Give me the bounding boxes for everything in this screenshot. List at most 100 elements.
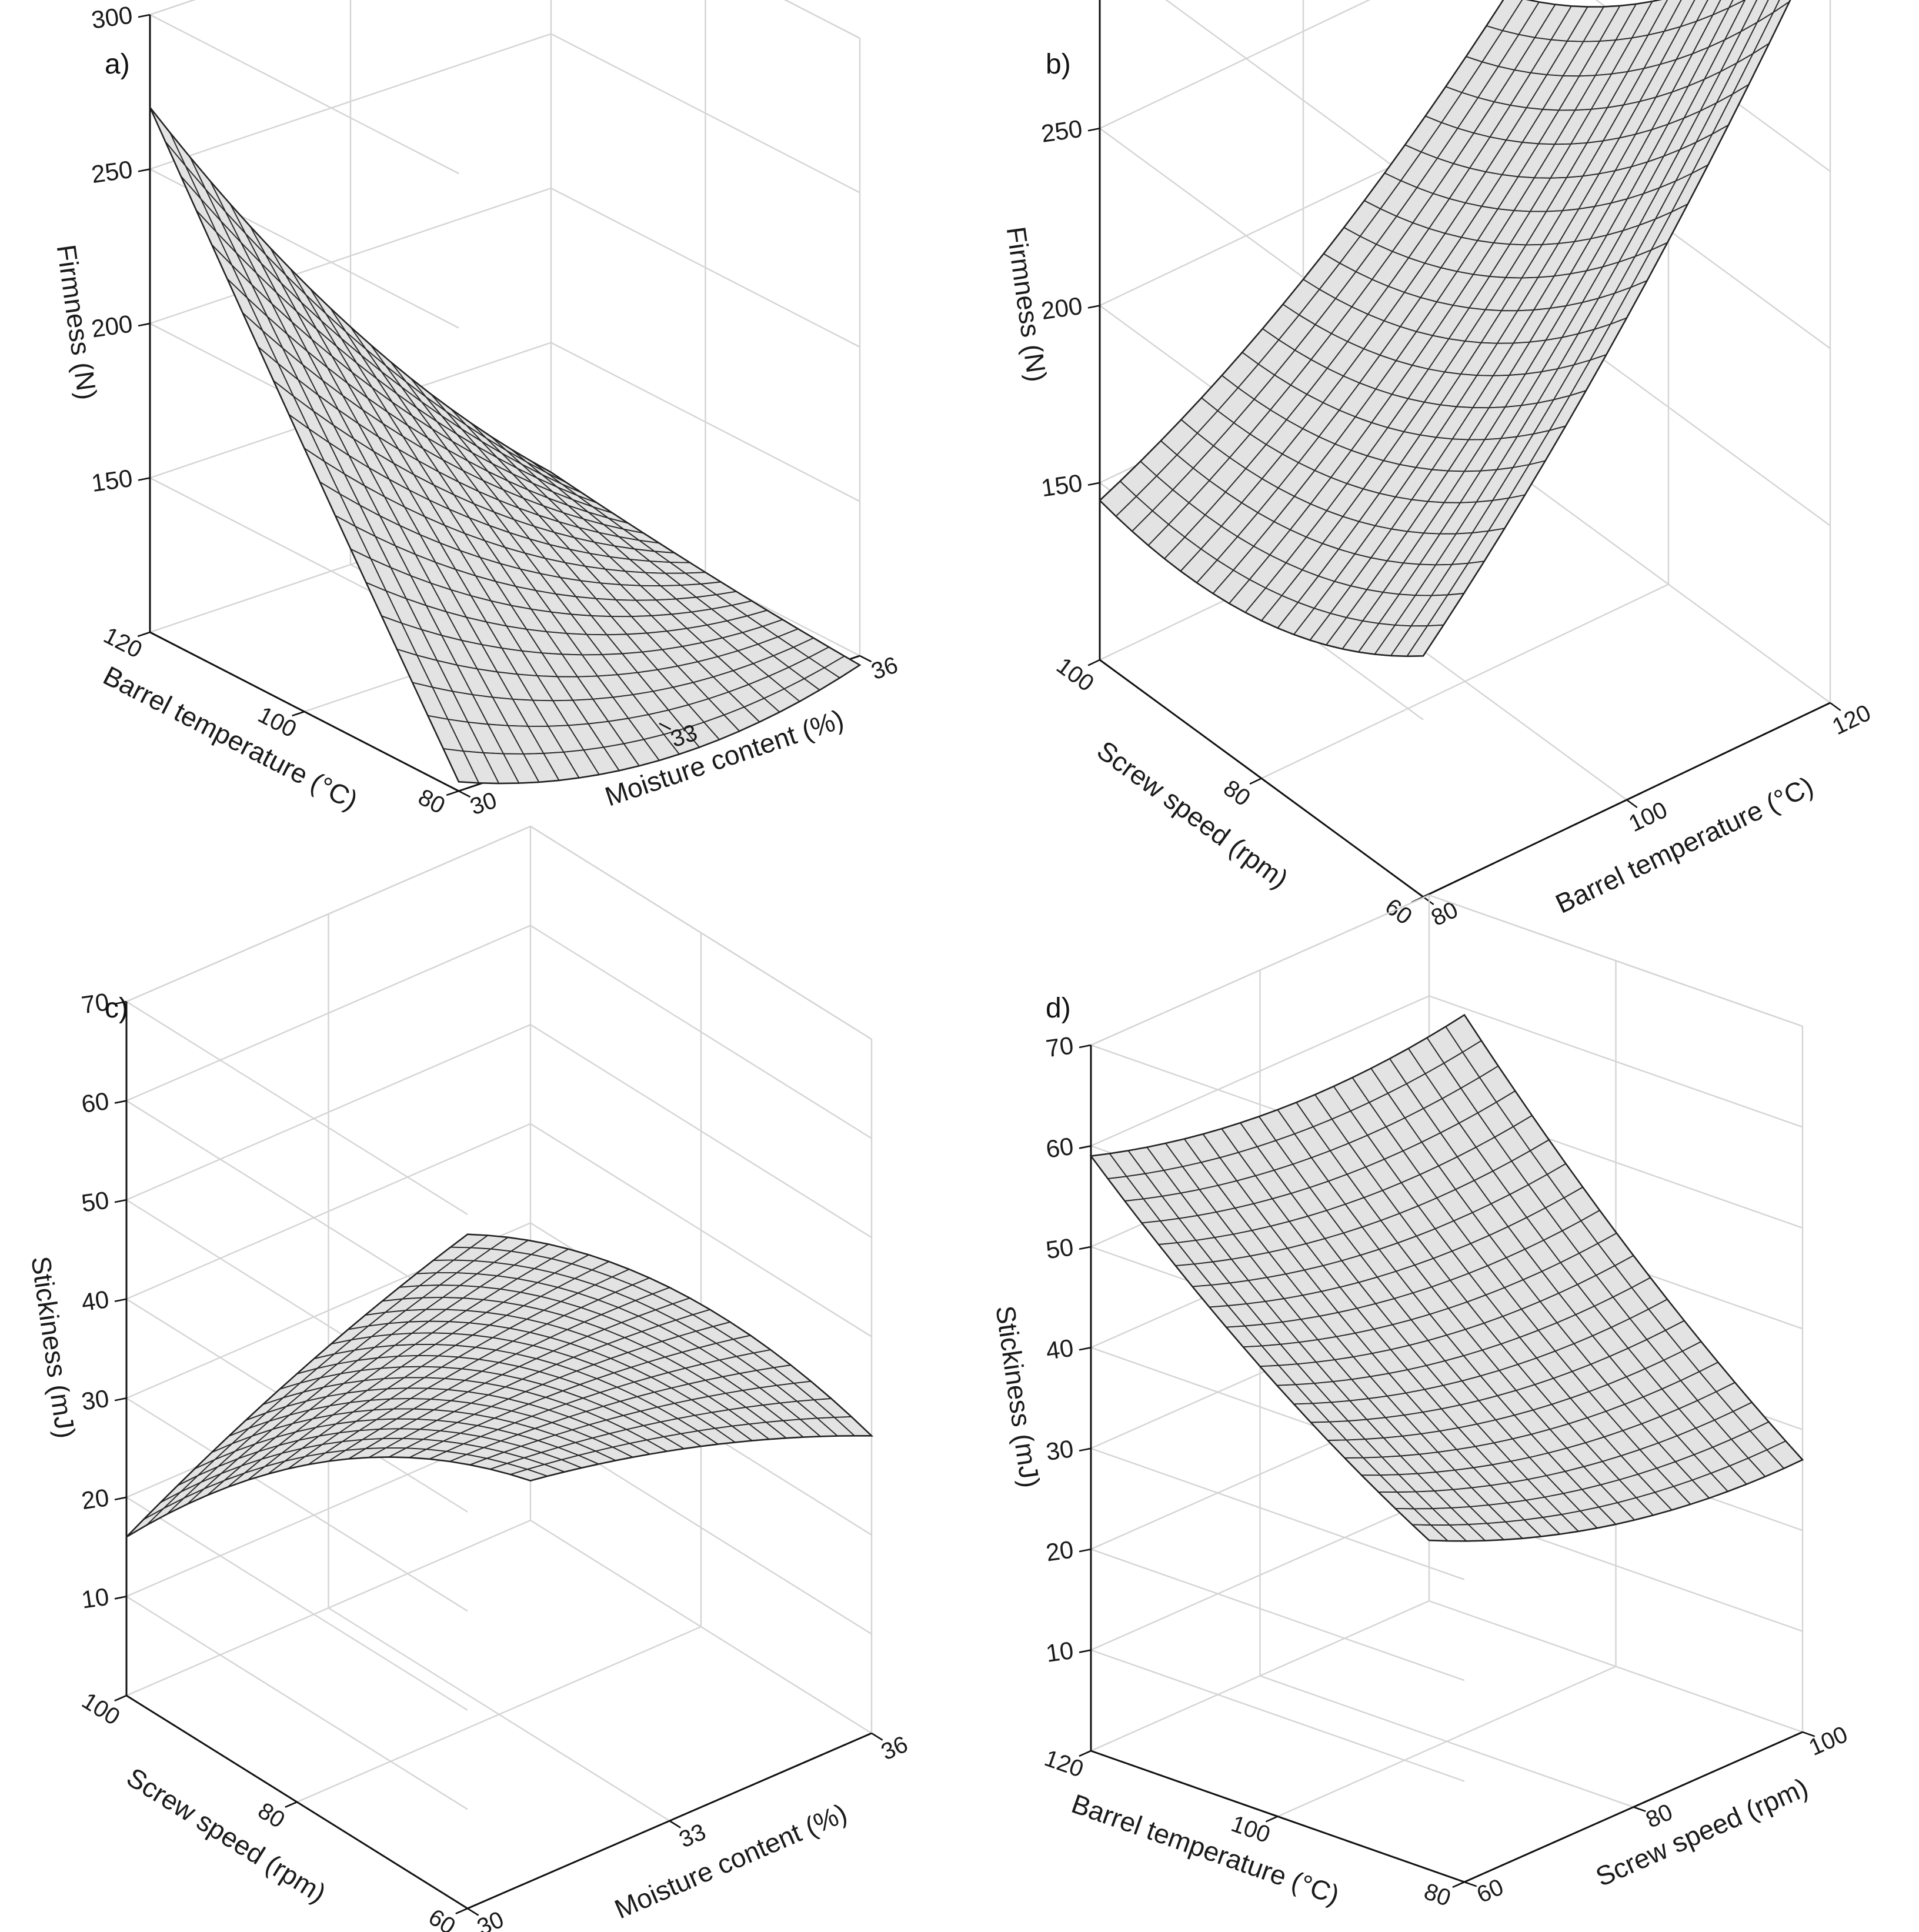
z-tick-label: 40: [1044, 1334, 1075, 1365]
z-tick: [1087, 305, 1100, 309]
z-tick: [114, 1496, 127, 1501]
grid-z-left-20: [1090, 1549, 1465, 1681]
y-tick: [455, 1907, 468, 1914]
x-tick: [1633, 1806, 1646, 1813]
z-tick: [1079, 1145, 1092, 1149]
z-tick-label: 250: [89, 155, 134, 188]
z-tick-label: 50: [1044, 1233, 1075, 1264]
z-tick: [138, 14, 151, 18]
z-tick: [1079, 1246, 1092, 1250]
x-tick: [1626, 799, 1638, 809]
z-tick-label: 200: [1039, 292, 1084, 325]
z-tick: [114, 1596, 127, 1600]
y-tick: [292, 710, 305, 717]
z-tick: [114, 1199, 127, 1203]
surface-outline: [126, 1233, 874, 1538]
panel-label-d: d): [1046, 993, 1071, 1024]
surface-outline: [1099, 0, 1791, 658]
z-tick-label: 10: [1044, 1636, 1075, 1667]
surface-d: [1089, 1013, 1804, 1542]
y-tick: [1452, 1881, 1465, 1888]
z-tick: [138, 168, 151, 172]
x-tick: [467, 1907, 479, 1916]
z-tick-label: 60: [79, 1087, 111, 1118]
y-tick: [1265, 1816, 1279, 1823]
surface-b: [1099, 0, 1791, 658]
z-tick: [138, 477, 151, 481]
y-tick: [1079, 1750, 1092, 1757]
x-tick: [1464, 1881, 1477, 1887]
surface-a: [149, 106, 862, 785]
z-tick: [1079, 1649, 1092, 1653]
z-tick-label: 40: [79, 1285, 111, 1316]
panel-label-a: a): [105, 49, 130, 80]
y-tick: [285, 1801, 298, 1808]
x-tick: [659, 722, 672, 730]
x-tick: [669, 1820, 681, 1828]
panel-label-c: c): [105, 993, 128, 1024]
z-tick-label: 10: [79, 1583, 111, 1614]
z-tick: [1079, 1447, 1092, 1451]
x-tick: [458, 790, 471, 798]
grid-z-left-300: [1165, 0, 1424, 189]
y-tick: [114, 1694, 127, 1701]
grid-z-left-20: [126, 1496, 468, 1711]
z-tick-label: 20: [1044, 1536, 1075, 1567]
z-tick: [1079, 1347, 1092, 1351]
grid-z-70: [126, 825, 872, 1040]
y-tick: [446, 790, 459, 796]
z-tick: [114, 1397, 127, 1402]
grid-z-left-70: [126, 1000, 468, 1216]
surface-outline: [1089, 1013, 1804, 1542]
z-tick-label: 250: [1039, 115, 1084, 148]
surface-c: [126, 1233, 874, 1538]
grid-z-left-10: [1090, 1649, 1465, 1782]
grid-z-left-10: [126, 1596, 468, 1810]
z-tick: [1079, 1044, 1092, 1049]
surface-outline: [149, 106, 862, 785]
grid-z-70: [1090, 894, 1803, 1046]
x-tick: [1802, 1731, 1815, 1737]
grid-z-left-30: [126, 1397, 468, 1612]
z-tick-label: 30: [1044, 1434, 1075, 1466]
z-tick-label: 70: [79, 987, 111, 1019]
z-tick-label: 300: [89, 1, 134, 34]
grid-a: [149, 0, 861, 725]
x-tick: [871, 1732, 883, 1741]
panel-label-b: b): [1046, 49, 1071, 80]
y-tick: [1087, 659, 1100, 666]
z-tick-label: 30: [79, 1384, 111, 1416]
z-tick-label: 200: [89, 309, 134, 342]
z-tick: [1079, 1548, 1092, 1553]
grid-z-left-30: [1090, 1447, 1465, 1580]
z-tick-label: 150: [1039, 469, 1084, 502]
grid-y-80: [296, 933, 702, 1803]
grid-y-100: [1277, 960, 1617, 1817]
z-tick: [114, 1100, 127, 1104]
x-tick: [859, 655, 872, 663]
grid-z-50: [126, 1023, 872, 1239]
z-tick: [114, 1298, 127, 1302]
grid-z-150: [149, 342, 860, 502]
grid-z-60: [1090, 995, 1803, 1147]
grid-z-40: [126, 1123, 872, 1337]
z-tick: [1087, 127, 1100, 132]
grid-z-250: [149, 33, 860, 193]
y-tick: [137, 631, 151, 638]
z-tick: [138, 322, 151, 327]
grid-z-60: [126, 925, 872, 1139]
z-tick-label: 60: [1044, 1132, 1075, 1163]
z-tick-label: 20: [79, 1483, 111, 1514]
x-tick: [1830, 702, 1841, 712]
z-tick-label: 50: [79, 1186, 111, 1217]
z-tick: [114, 1000, 127, 1005]
grid-z-left-300: [149, 14, 459, 175]
z-tick-label: 150: [89, 464, 134, 497]
y-tick: [1249, 778, 1262, 785]
z-tick: [1087, 482, 1100, 486]
grid-x-33: [328, 914, 670, 1822]
